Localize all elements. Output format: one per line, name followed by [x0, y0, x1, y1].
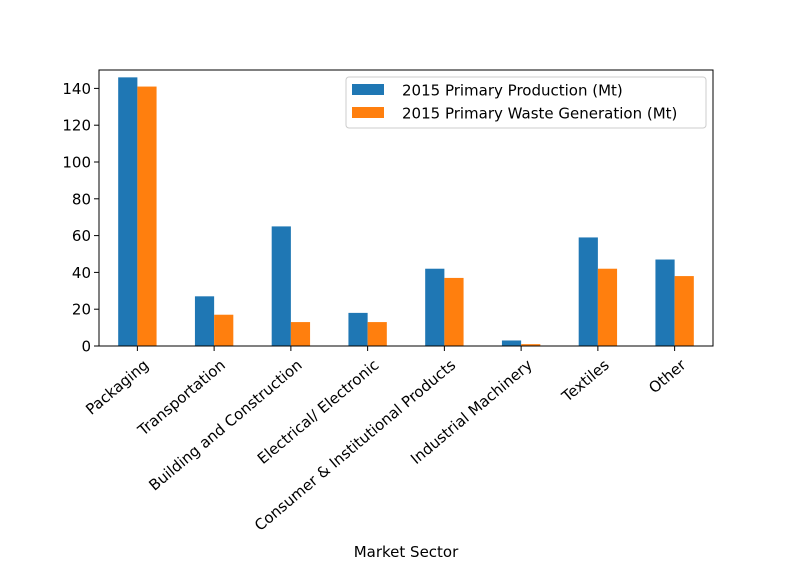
legend-swatch-1	[352, 107, 384, 118]
y-tick-label: 80	[72, 190, 91, 208]
bar-s1-7	[674, 276, 694, 346]
bar-s0-3	[348, 312, 368, 346]
y-tick-label: 20	[72, 301, 91, 319]
legend-swatch-0	[352, 84, 384, 95]
bars-layer	[118, 77, 694, 347]
y-tick-label: 60	[72, 227, 91, 245]
y-tick-label: 40	[72, 264, 91, 282]
bar-s0-0	[118, 77, 138, 347]
bar-s1-2	[290, 322, 311, 346]
x-tick-label: Other	[645, 355, 690, 397]
bar-s1-3	[367, 322, 387, 346]
bar-s1-1	[214, 314, 234, 346]
y-tick-label: 0	[81, 338, 91, 356]
plot-frame	[98, 69, 714, 347]
bar-s0-5	[501, 340, 522, 346]
x-tick-label: Textiles	[558, 356, 613, 406]
bar-s0-2	[271, 226, 291, 346]
legend-label-1: 2015 Primary Waste Generation (Mt)	[402, 105, 677, 123]
legend-frame	[345, 76, 707, 129]
x-tick-label: Packaging	[82, 356, 152, 419]
y-tick-label: 140	[62, 80, 91, 98]
bar-s1-4	[444, 277, 464, 346]
bar-s0-1	[194, 296, 215, 346]
x-axis-title: Market Sector	[354, 543, 459, 561]
bar-s0-4	[425, 268, 445, 346]
bar-s1-6	[597, 268, 618, 346]
bar-s0-7	[655, 259, 675, 346]
legend: 2015 Primary Production (Mt) 2015 Primary…	[345, 76, 707, 129]
y-tick-label: 120	[62, 117, 91, 135]
bar-s1-5	[521, 344, 541, 346]
y-tick-label: 100	[62, 154, 91, 172]
legend-label-0: 2015 Primary Production (Mt)	[402, 82, 623, 100]
x-tick-label: Building and Construction	[145, 356, 305, 495]
bar-s1-0	[137, 86, 157, 346]
bar-s0-6	[578, 237, 598, 346]
